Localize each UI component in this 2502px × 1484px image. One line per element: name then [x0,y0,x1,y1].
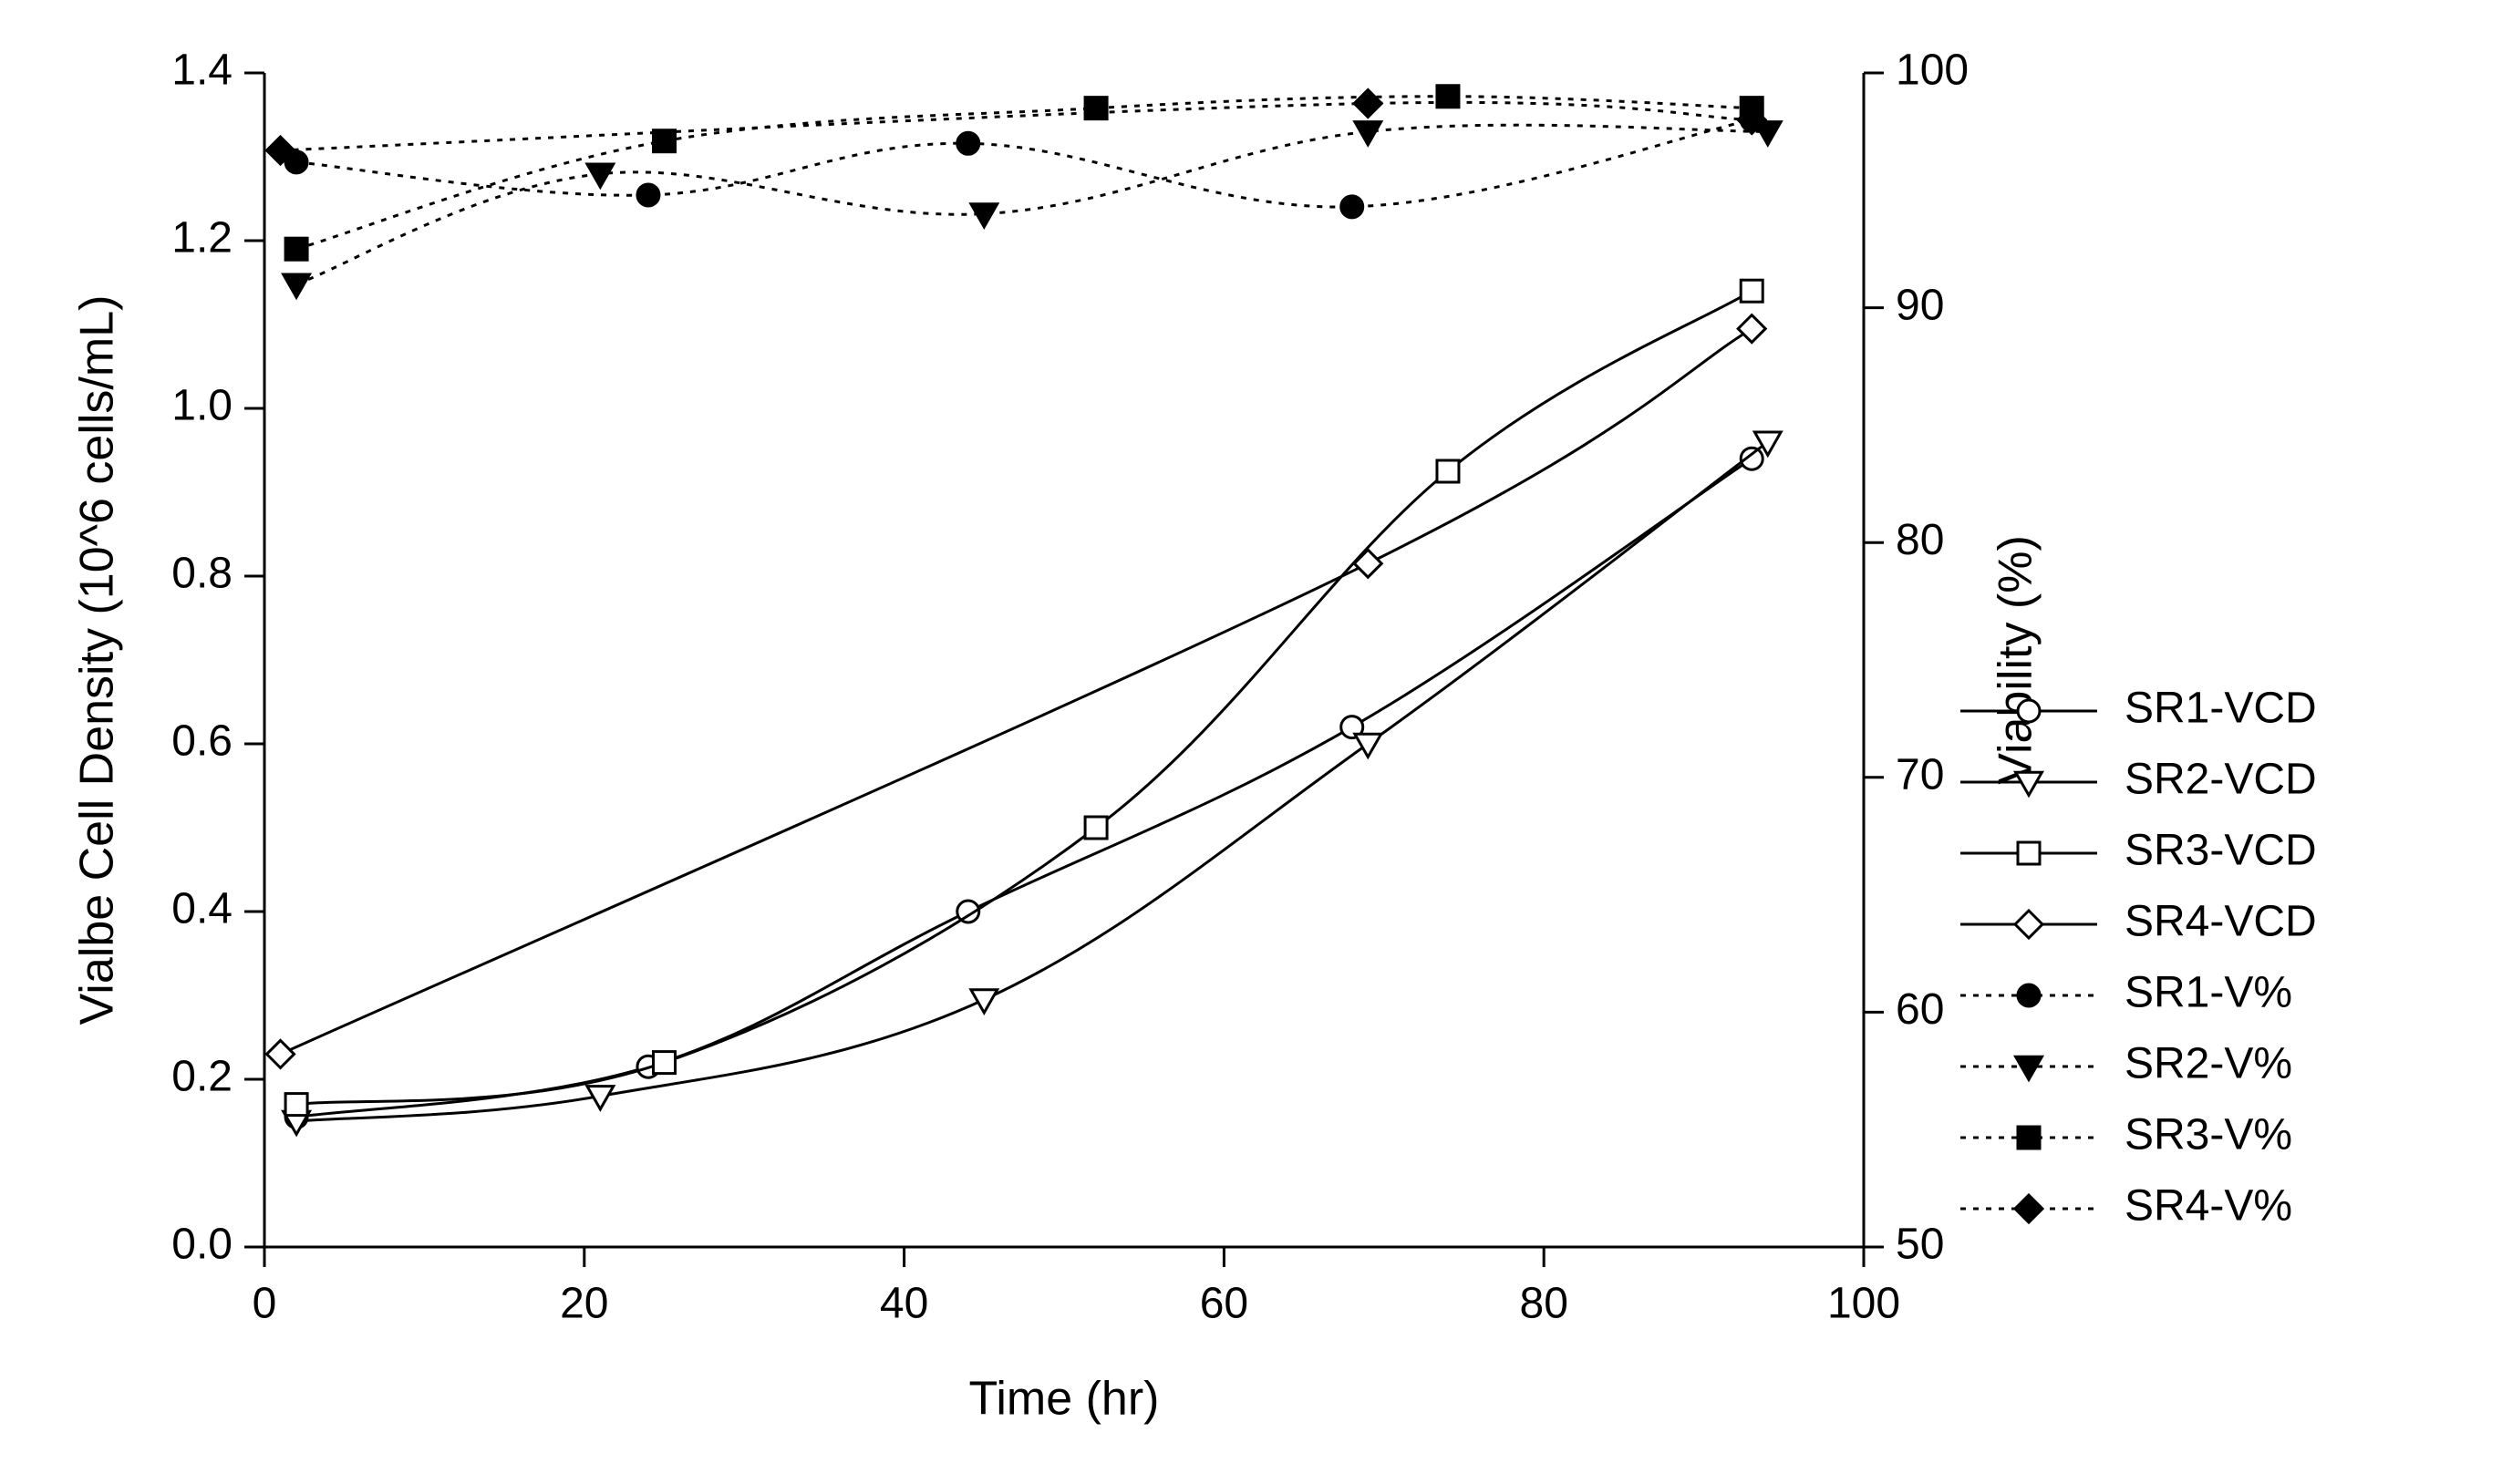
yright-tick-label: 90 [1896,281,1944,329]
yright-tick-label: 100 [1896,46,1969,95]
legend-item-SR4-V%: SR4-V% [1960,1182,2292,1231]
legend-label: SR3-VCD [2125,827,2317,875]
legend-label: SR1-V% [2125,969,2292,1017]
series-SR4-V% [267,89,1766,164]
x-tick-label: 80 [1520,1280,1568,1328]
series-SR4-VCD [267,315,1766,1068]
series-SR3-V% [285,86,1763,260]
yleft-tick-label: 0.2 [171,1053,233,1101]
yleft-tick-label: 0.0 [171,1221,233,1269]
x-tick-label: 0 [253,1280,277,1328]
yleft-tick-label: 0.6 [171,717,233,766]
yleft-tick-label: 0.4 [171,885,233,933]
legend-label: SR1-VCD [2125,685,2317,733]
yright-tick-label: 80 [1896,516,1944,564]
legend-item-SR3-V%: SR3-V% [1960,1111,2292,1159]
series-SR3-VCD [285,280,1763,1115]
legend-item-SR1-V%: SR1-V% [1960,969,2292,1017]
x-axis-label: Time (hr) [969,1373,1160,1426]
legend-item-SR4-VCD: SR4-VCD [1960,898,2317,946]
yleft-tick-label: 0.8 [171,550,233,598]
yleft-tick-label: 1.4 [171,46,233,95]
x-tick-label: 20 [560,1280,608,1328]
x-tick-label: 100 [1827,1280,1900,1328]
legend-label: SR2-VCD [2125,756,2317,804]
yleft-tick-label: 1.0 [171,382,233,430]
yleft-axis-label: Vialbe Cell Density (10^6 cells/mL) [71,295,124,1025]
legend-label: SR2-V% [2125,1040,2292,1088]
yright-axis-label: Viability (%) [1990,535,2042,785]
series-SR2-VCD [284,432,1781,1134]
plot-frame [264,73,1864,1247]
series-SR1-VCD [285,448,1763,1128]
legend-item-SR2-V%: SR2-V% [1960,1040,2292,1088]
x-tick-label: 40 [880,1280,928,1328]
yleft-tick-label: 1.2 [171,214,233,263]
legend-label: SR4-VCD [2125,898,2317,946]
yright-tick-label: 60 [1896,985,1944,1034]
dual-axis-line-chart: 0 20 40 60 80 100 Time (hr) 0.0 0.2 0.4 0.6 0.8 1.0 1… [0,0,2502,1484]
yright-tick-label: 70 [1896,750,1944,799]
yright-tick-label: 50 [1896,1221,1944,1269]
x-tick-label: 60 [1200,1280,1248,1328]
legend-label: SR3-V% [2125,1111,2292,1159]
legend-label: SR4-V% [2125,1182,2292,1231]
legend-item-SR3-VCD: SR3-VCD [1960,827,2317,875]
